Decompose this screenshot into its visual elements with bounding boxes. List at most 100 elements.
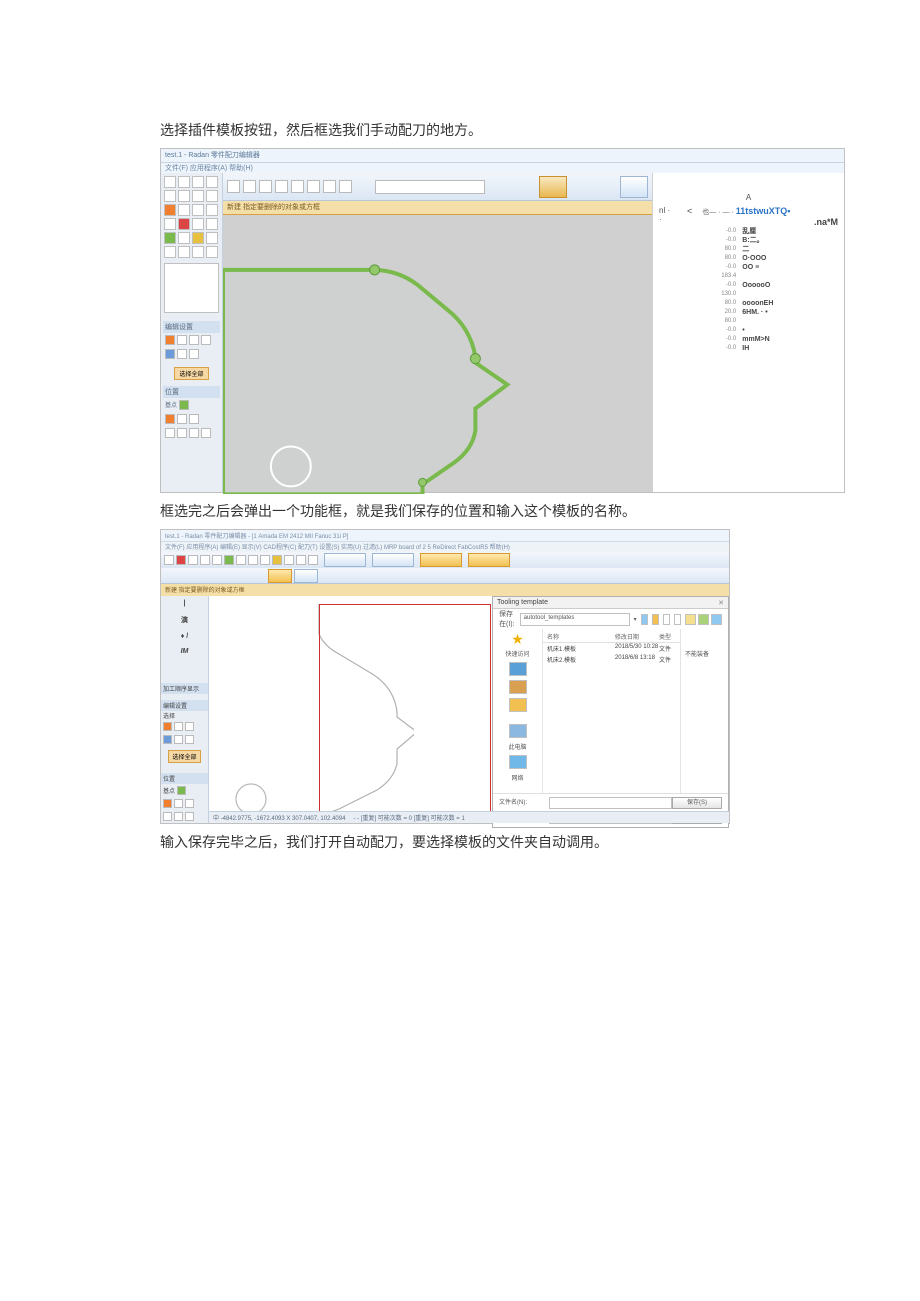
side-icon[interactable] (177, 428, 187, 438)
folder-icon[interactable] (509, 698, 527, 712)
nav-icon[interactable] (663, 614, 670, 625)
menu-bar[interactable]: 文件(F) 应用程序(A) 帮助(H) (161, 163, 844, 173)
side-icon[interactable] (189, 428, 199, 438)
ribbon-icon[interactable] (188, 555, 198, 565)
file-row[interactable]: 机床1.模板2018/5/30 10:28文件 (543, 643, 680, 654)
side-icon[interactable] (185, 735, 194, 744)
ribbon-icon[interactable] (260, 555, 270, 565)
side-icon[interactable] (163, 812, 172, 821)
ribbon-icon[interactable] (227, 180, 240, 193)
tool-icon[interactable] (192, 218, 204, 230)
side-icon[interactable] (174, 722, 183, 731)
side-icon[interactable] (201, 335, 211, 345)
nav-icon[interactable] (685, 614, 696, 625)
tool-icon[interactable] (164, 246, 176, 258)
file-row[interactable]: 机床2.模板2018/6/8 13:18文件 (543, 654, 680, 665)
tool-icon[interactable] (192, 246, 204, 258)
ribbon-icon[interactable] (308, 555, 318, 565)
libraries-icon[interactable] (509, 680, 527, 694)
drawing-canvas[interactable] (223, 215, 652, 492)
ribbon-big-button[interactable] (620, 176, 648, 198)
tool-icon[interactable] (206, 232, 218, 244)
save-button[interactable]: 保存(S) (672, 797, 722, 809)
tool-icon[interactable] (178, 190, 190, 202)
side-icon[interactable] (177, 335, 187, 345)
tool-icon[interactable] (206, 218, 218, 230)
side-icon[interactable] (165, 428, 175, 438)
tool-icon[interactable] (178, 246, 190, 258)
ribbon-icon[interactable] (248, 555, 258, 565)
side-icon[interactable] (189, 414, 199, 424)
tool-icon[interactable] (206, 190, 218, 202)
ribbon-icon[interactable] (200, 555, 210, 565)
ribbon-icon[interactable] (176, 555, 186, 565)
star-icon[interactable]: ★ (511, 633, 524, 645)
side-icon[interactable] (177, 414, 187, 424)
col-type[interactable]: 类型 (659, 632, 676, 641)
tool-icon[interactable] (164, 218, 176, 230)
ribbon-group[interactable] (372, 553, 414, 567)
menu-bar-2[interactable]: 文件(F) 应用程序(A) 编辑(E) 显示(V) CAD程序(C) 配刀(T)… (161, 542, 729, 552)
side-icon[interactable] (163, 735, 172, 744)
side-icon[interactable] (185, 812, 194, 821)
side-icon[interactable] (177, 786, 186, 795)
nav-icon[interactable] (711, 614, 722, 625)
tool-icon[interactable] (178, 218, 190, 230)
ribbon-field[interactable] (375, 180, 485, 194)
tool-icon[interactable] (192, 232, 204, 244)
this-pc-icon[interactable] (509, 724, 527, 738)
col-name[interactable]: 名称 (547, 632, 615, 641)
this-pc-label[interactable]: 此电脑 (508, 742, 526, 751)
filename-input[interactable] (549, 797, 672, 809)
tool-icon[interactable] (164, 204, 176, 216)
ribbon-icon[interactable] (212, 555, 222, 565)
ribbon-icon[interactable] (164, 555, 174, 565)
ribbon-icon[interactable] (272, 555, 282, 565)
ribbon-icon[interactable] (339, 180, 352, 193)
network-label[interactable]: 网络 (511, 773, 523, 782)
ribbon-icon[interactable] (243, 180, 256, 193)
side-icon[interactable] (177, 349, 187, 359)
tool-icon[interactable] (206, 246, 218, 258)
side-icon[interactable] (165, 335, 175, 345)
tool-icon[interactable] (178, 232, 190, 244)
ribbon-group[interactable] (468, 553, 510, 567)
close-icon[interactable]: ✕ (718, 599, 724, 607)
nav-icon[interactable] (698, 614, 709, 625)
tool-icon[interactable] (164, 176, 176, 188)
tool-icon[interactable] (192, 204, 204, 216)
tool-icon[interactable] (164, 232, 176, 244)
side-icon[interactable] (165, 414, 175, 424)
nav-icon[interactable] (652, 614, 659, 625)
ribbon-icon[interactable] (291, 180, 304, 193)
network-icon[interactable] (509, 755, 527, 769)
ribbon-icon[interactable] (224, 555, 234, 565)
ribbon-icon[interactable] (284, 555, 294, 565)
tool-icon[interactable] (164, 190, 176, 202)
tool-icon[interactable] (178, 204, 190, 216)
ribbon-icon[interactable] (296, 555, 306, 565)
dropdown-icon[interactable]: ▾ (634, 616, 637, 623)
side-icon[interactable] (174, 735, 183, 744)
file-list[interactable]: 名称 修改日期 类型 机床1.模板2018/5/30 10:28文件机床2.模板… (543, 629, 680, 793)
col-date[interactable]: 修改日期 (615, 632, 659, 641)
ribbon-group[interactable] (420, 553, 462, 567)
quick-access-label[interactable]: 快速访问 (505, 649, 529, 658)
side-icon[interactable] (189, 349, 199, 359)
ribbon-group[interactable] (324, 553, 366, 567)
tool-icon[interactable] (192, 176, 204, 188)
side-icon[interactable] (174, 799, 183, 808)
nav-icon[interactable] (641, 614, 648, 625)
side-icon[interactable] (189, 335, 199, 345)
side-icon[interactable] (185, 799, 194, 808)
side-icon[interactable] (185, 722, 194, 731)
side-icon[interactable] (201, 428, 211, 438)
ribbon-icon[interactable] (259, 180, 272, 193)
side-icon[interactable] (179, 400, 189, 410)
side-icon[interactable] (174, 812, 183, 821)
tool-icon[interactable] (178, 176, 190, 188)
side-icon[interactable] (163, 799, 172, 808)
ribbon-icon[interactable] (275, 180, 288, 193)
desktop-icon[interactable] (509, 662, 527, 676)
side-icon[interactable] (163, 722, 172, 731)
